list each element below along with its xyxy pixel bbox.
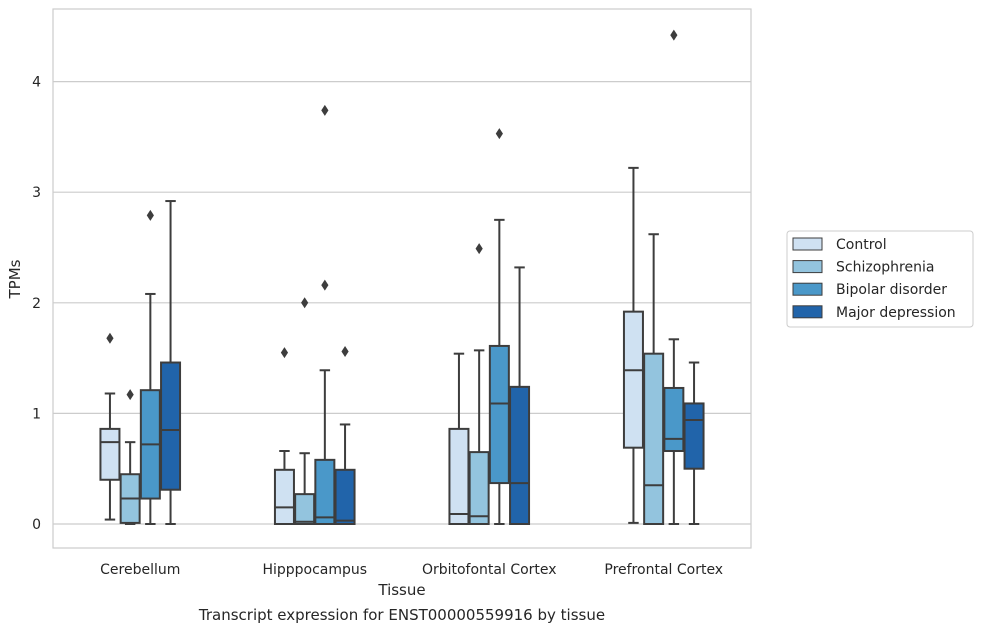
- y-axis-label: TPMs: [6, 259, 24, 299]
- outlier-point: [126, 389, 134, 401]
- box-1-0: [119, 389, 141, 525]
- y-ticks: 0 1 2 3 4: [32, 75, 41, 533]
- y-tick-label: 2: [32, 296, 41, 312]
- plot-frame: [52, 8, 752, 549]
- box-iqr: [622, 310, 644, 449]
- box-3-0: [160, 200, 182, 525]
- box-0-3: [622, 166, 644, 524]
- box-iqr: [273, 468, 295, 525]
- box-iqr: [468, 451, 490, 525]
- outlier-point: [146, 209, 154, 221]
- x-tick-label: Cerebellum: [100, 562, 180, 578]
- x-tick-label: Prefrontal Cortex: [604, 562, 723, 578]
- box-iqr: [509, 385, 531, 525]
- box-iqr: [683, 402, 705, 470]
- x-axis-label: Tissue: [377, 581, 425, 599]
- chart-caption: Transcript expression for ENST0000055991…: [198, 606, 606, 624]
- outlier-point: [321, 104, 329, 116]
- box-iqr: [314, 458, 336, 525]
- box-iqr: [448, 427, 470, 525]
- legend-frame: [786, 230, 974, 328]
- x-ticks: Cerebellum Hipppocampus Orbitofontal Corte…: [100, 562, 723, 578]
- box-0-2: [448, 352, 470, 525]
- outlier-point: [475, 243, 483, 255]
- box-iqr: [160, 361, 182, 491]
- outlier-point: [280, 347, 289, 359]
- box-iqr: [488, 344, 510, 485]
- box-iqr: [334, 468, 356, 525]
- outlier-point: [495, 128, 503, 140]
- box-2-0: [139, 209, 161, 525]
- y-tick-label: 1: [32, 406, 41, 422]
- box-0-1: [273, 347, 295, 525]
- legend-swatch: [792, 305, 823, 319]
- legend-swatch: [792, 282, 823, 296]
- outlier-point: [341, 345, 349, 357]
- box-iqr: [643, 352, 665, 525]
- legend-items: Control Schizophrenia Bipolar disorder Majo…: [792, 237, 956, 321]
- y-tick-label: 0: [32, 517, 41, 533]
- legend-label: Bipolar disorder: [836, 282, 947, 298]
- legend: Control Schizophrenia Bipolar disorder Majo…: [786, 230, 974, 328]
- outlier-point: [301, 297, 309, 309]
- legend-swatch: [792, 260, 823, 274]
- box-3-3: [683, 361, 705, 525]
- box-2-3: [663, 29, 685, 525]
- legend-label: Major depression: [836, 305, 956, 321]
- box-3-2: [509, 266, 531, 525]
- boxes: [99, 29, 705, 525]
- legend-label: Control: [836, 237, 887, 253]
- box-2-2: [488, 128, 510, 525]
- outlier-point: [321, 279, 329, 291]
- box-iqr: [99, 427, 121, 481]
- box-1-1: [294, 297, 316, 525]
- box-iqr: [294, 493, 316, 525]
- x-tick-label: Hipppocampus: [262, 562, 367, 578]
- box-1-3: [643, 233, 665, 525]
- y-tick-label: 3: [32, 185, 41, 201]
- box-3-1: [334, 345, 356, 525]
- outlier-point: [670, 29, 678, 41]
- box-1-2: [468, 243, 490, 525]
- x-tick-label: Orbitofontal Cortex: [422, 562, 557, 578]
- outlier-point: [106, 332, 114, 344]
- y-tick-label: 4: [32, 75, 41, 91]
- legend-swatch: [792, 237, 823, 251]
- box-iqr: [663, 386, 685, 453]
- box-2-1: [314, 104, 336, 525]
- legend-label: Schizophrenia: [836, 260, 934, 276]
- box-0-0: [99, 332, 121, 521]
